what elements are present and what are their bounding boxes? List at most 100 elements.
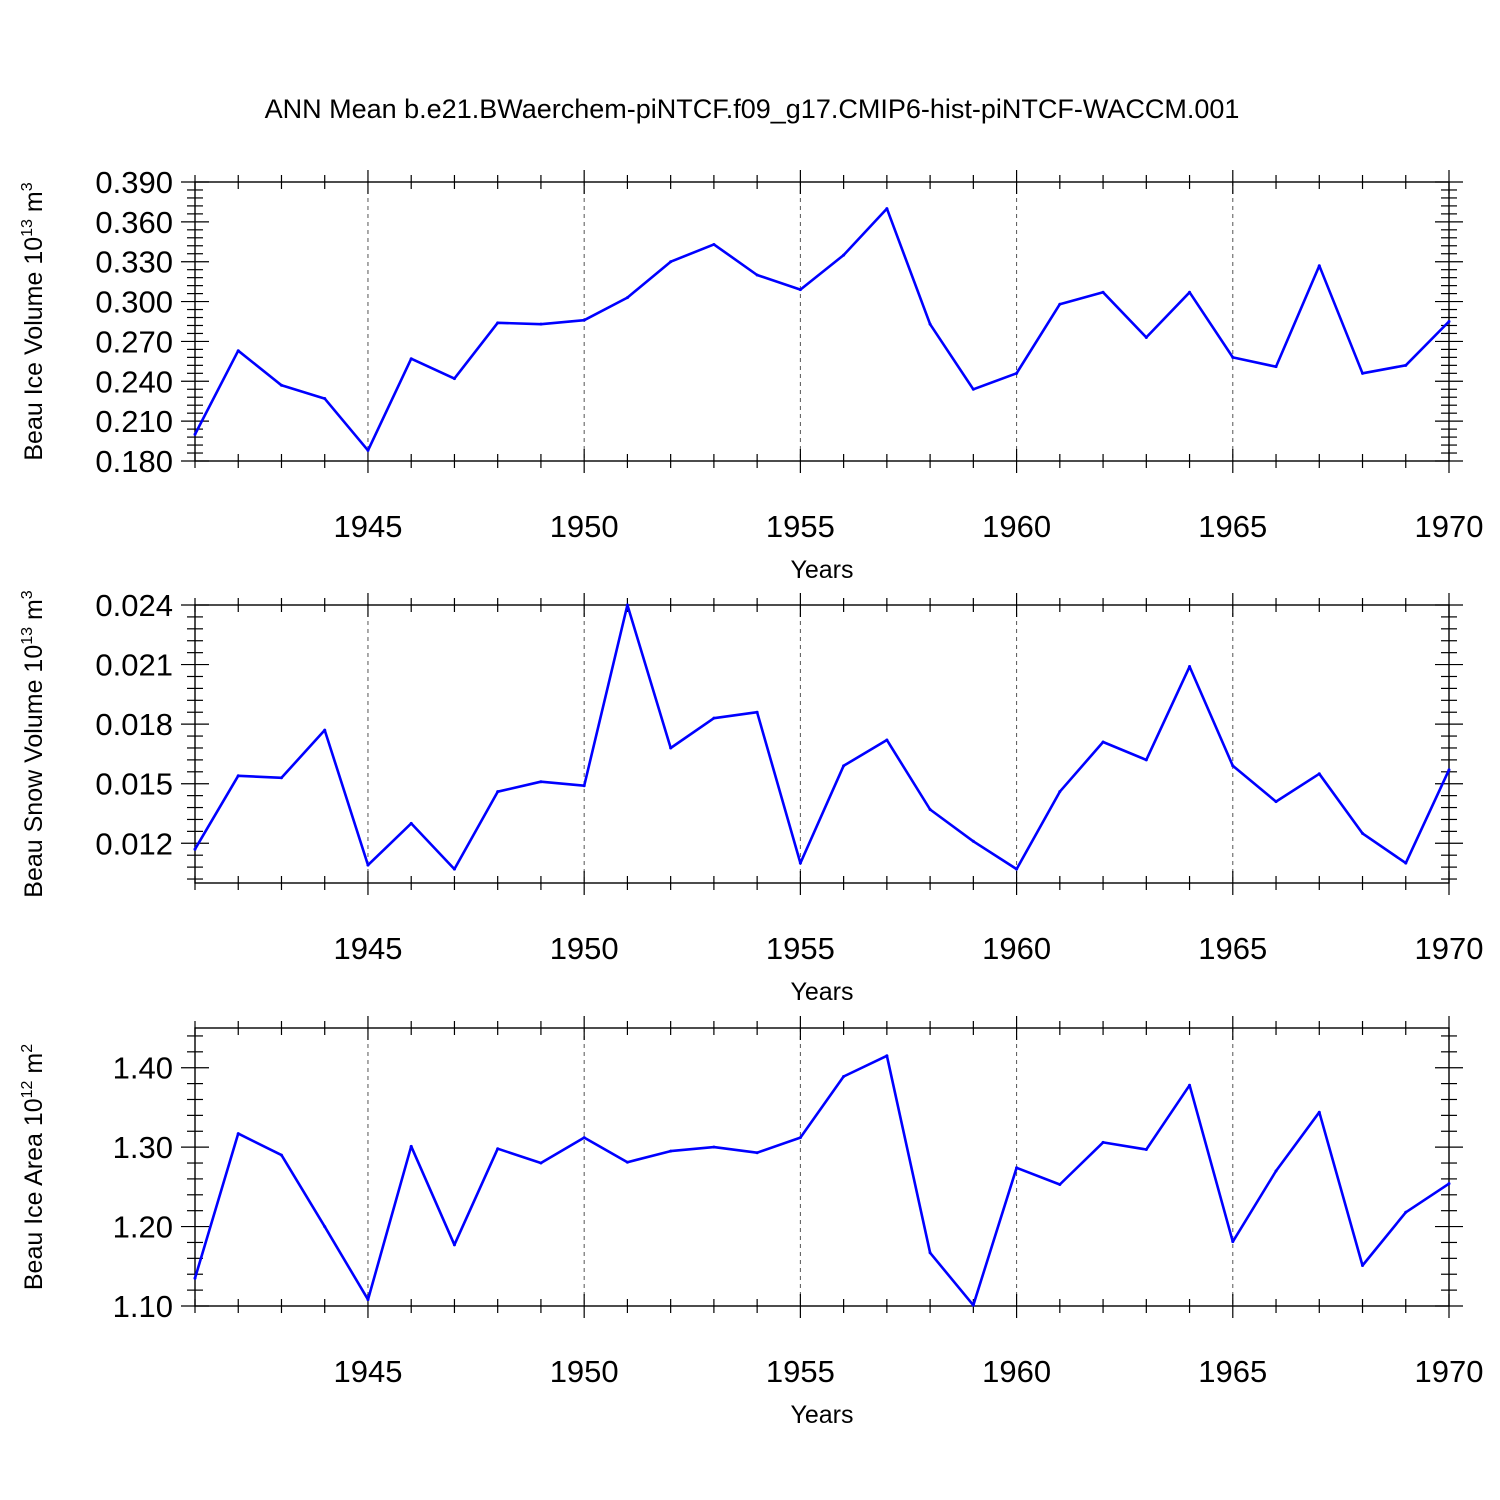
y-axis-title-main: Beau Ice Area 10 <box>20 1098 48 1290</box>
x-tick-label: 1965 <box>1198 1354 1267 1389</box>
x-tick-label: 1955 <box>766 1354 835 1389</box>
y-axis-title-exponent: 13 <box>19 219 36 237</box>
data-point <box>193 432 197 436</box>
y-tick-label: 0.360 <box>95 205 173 240</box>
series-line <box>193 207 1450 452</box>
data-point <box>279 776 283 780</box>
data-point <box>669 746 673 750</box>
x-tick-label: 1960 <box>982 931 1051 966</box>
panel-2: 0.012 0.015 0.018 0.021 0.024 1945 1950 1955 196… <box>19 588 1483 1006</box>
data-point <box>539 322 543 326</box>
data-point <box>1317 264 1321 268</box>
panel-1: 0.180 0.210 0.240 0.270 0.300 0.330 0.360 0.390… <box>19 165 1483 584</box>
figure-title: ANN Mean b.e21.BWaerchem-piNTCF.f09_g17.… <box>265 94 1240 124</box>
series-line <box>193 1054 1450 1307</box>
y-tick-label: 0.300 <box>95 285 173 320</box>
data-point <box>1188 1083 1192 1087</box>
x-tick-label: 1950 <box>550 931 619 966</box>
data-point <box>755 1151 759 1155</box>
data-point <box>1317 772 1321 776</box>
data-point <box>236 1132 240 1136</box>
y-axis-title: Beau Ice Volume 1013 m3 <box>19 182 48 460</box>
data-point <box>539 1161 543 1165</box>
data-point <box>755 273 759 277</box>
data-point <box>1058 790 1062 794</box>
data-point <box>1101 740 1105 744</box>
y-axis-title: Beau Snow Volume 1013 m3 <box>19 590 48 898</box>
data-point <box>1101 290 1105 294</box>
data-point <box>1144 1148 1148 1152</box>
data-point <box>279 1153 283 1157</box>
x-axis-title: Years <box>790 978 853 1006</box>
y-tick-label: 0.240 <box>95 364 173 399</box>
x-tick-label: 1960 <box>982 1354 1051 1389</box>
data-point <box>366 863 370 867</box>
data-point <box>1447 320 1451 323</box>
y-axis-title-exponent: 13 <box>19 627 36 645</box>
data-point <box>625 296 629 300</box>
data-point <box>366 1298 370 1302</box>
data-point <box>236 349 240 353</box>
data-point <box>1231 764 1235 768</box>
data-point <box>928 808 932 812</box>
series-line <box>193 603 1451 871</box>
y-tick-label: 1.20 <box>113 1210 173 1245</box>
data-point <box>1015 1166 1019 1170</box>
data-point <box>582 784 586 788</box>
data-point <box>842 764 846 768</box>
y-tick-label: 0.180 <box>95 444 173 479</box>
y-axis-title-unit: m <box>20 599 48 627</box>
data-point <box>798 288 802 292</box>
data-point <box>582 1136 586 1140</box>
data-point <box>885 738 889 742</box>
data-point <box>409 1144 413 1148</box>
y-tick-label: 1.40 <box>113 1051 173 1086</box>
data-point <box>1231 355 1235 359</box>
data-point <box>1274 1169 1278 1173</box>
data-point <box>539 780 543 784</box>
data-point <box>971 1303 975 1307</box>
data-point <box>625 603 629 607</box>
plot-frame <box>194 604 1450 884</box>
x-tick-label: 1945 <box>333 1354 402 1389</box>
data-point <box>669 1149 673 1153</box>
y-tick-label: 0.018 <box>95 707 173 742</box>
x-tick-label: 1945 <box>333 931 402 966</box>
data-point <box>885 1054 889 1058</box>
y-tick-label: 0.390 <box>95 165 173 200</box>
y-tick-label: 1.10 <box>113 1289 173 1324</box>
y-axis-title-unit-exponent: 2 <box>19 1044 36 1053</box>
data-point <box>1447 768 1451 772</box>
y-axis-title-unit-exponent: 3 <box>19 590 36 599</box>
data-point <box>582 318 586 322</box>
x-tick-label: 1965 <box>1198 509 1267 544</box>
data-point <box>798 861 802 865</box>
x-tick-label: 1970 <box>1415 509 1484 544</box>
x-axis-title: Years <box>790 556 853 584</box>
data-point <box>1058 302 1062 306</box>
x-tick-label: 1950 <box>550 1354 619 1389</box>
data-point <box>928 1251 932 1255</box>
data-point <box>842 253 846 257</box>
data-point <box>452 867 456 871</box>
data-point <box>452 1243 456 1247</box>
data-point <box>496 321 500 325</box>
data-point <box>798 1136 802 1140</box>
data-point <box>1015 371 1019 375</box>
data-point <box>409 357 413 361</box>
data-point <box>193 847 197 851</box>
data-point <box>323 397 327 401</box>
y-axis-title-unit: m <box>20 1053 48 1081</box>
data-point <box>712 242 716 246</box>
y-tick-label: 0.330 <box>95 245 173 280</box>
data-point <box>193 1276 197 1280</box>
data-point <box>236 774 240 778</box>
data-point <box>1361 371 1365 375</box>
x-tick-label: 1970 <box>1415 1354 1484 1389</box>
data-point <box>1144 335 1148 339</box>
data-point <box>1447 1182 1451 1186</box>
data-point <box>885 207 889 211</box>
y-tick-label: 0.021 <box>95 648 173 683</box>
data-point <box>712 716 716 720</box>
data-point <box>496 790 500 794</box>
